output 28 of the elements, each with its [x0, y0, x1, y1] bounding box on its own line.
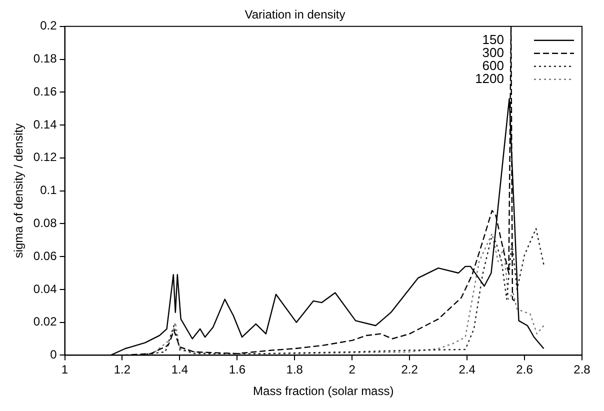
x-tick-label: 1.6 — [228, 362, 246, 377]
x-tick-label: 2.4 — [458, 362, 476, 377]
y-tick-label: 0.16 — [33, 84, 58, 98]
y-tick-label: 0.02 — [33, 314, 58, 329]
chart-title: Variation in density — [244, 8, 346, 22]
y-tick-label: 0.06 — [33, 248, 58, 263]
x-tick-label: 1.4 — [171, 362, 188, 377]
y-tick-label: 0.14 — [33, 117, 58, 132]
legend-label: 300 — [482, 44, 504, 60]
legend-label: 1200 — [475, 70, 504, 86]
x-tick-label: 1.2 — [114, 362, 131, 377]
y-tick-label: 0.1 — [40, 183, 58, 198]
y-tick-label: 0.2 — [40, 18, 58, 33]
x-tick-label: 1.8 — [286, 362, 304, 377]
y-tick-label: 0.08 — [33, 216, 58, 230]
x-tick-label: 1 — [61, 362, 68, 377]
legend-label: 150 — [482, 32, 504, 47]
x-tick-label: 2 — [348, 362, 356, 377]
y-tick-label: 0.12 — [33, 150, 58, 164]
x-tick-label: 2.2 — [401, 362, 418, 377]
x-tick-label: 2.6 — [516, 362, 534, 377]
x-tick-label: 2.8 — [574, 362, 591, 377]
x-axis-title: Mass fraction (solar mass) — [253, 384, 394, 398]
legend-label: 600 — [482, 58, 504, 73]
y-tick-label: 0.18 — [33, 52, 58, 66]
y-axis-title: sigma of density / density — [12, 123, 26, 258]
y-tick-label: 0.04 — [33, 282, 58, 296]
y-tick-label: 0 — [50, 348, 58, 362]
